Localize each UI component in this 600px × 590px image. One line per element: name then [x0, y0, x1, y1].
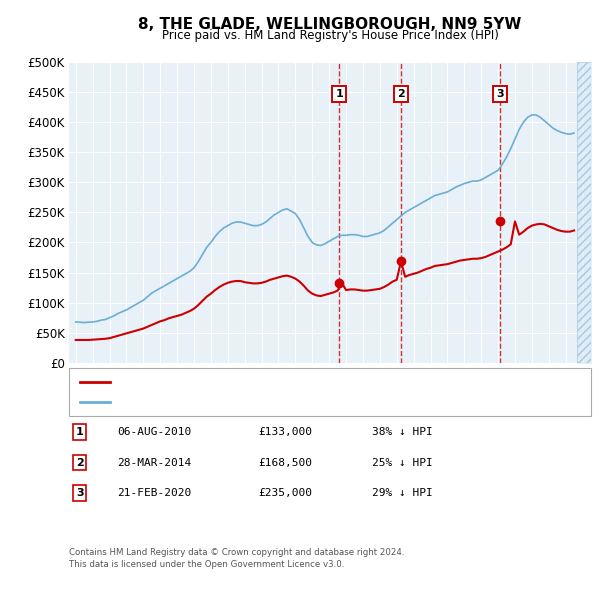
Text: 06-AUG-2010: 06-AUG-2010: [117, 427, 191, 437]
Text: 38% ↓ HPI: 38% ↓ HPI: [372, 427, 433, 437]
Text: This data is licensed under the Open Government Licence v3.0.: This data is licensed under the Open Gov…: [69, 560, 344, 569]
Text: 3: 3: [496, 89, 504, 99]
Text: 29% ↓ HPI: 29% ↓ HPI: [372, 489, 433, 498]
Text: 1: 1: [76, 427, 83, 437]
Text: £133,000: £133,000: [258, 427, 312, 437]
Text: 21-FEB-2020: 21-FEB-2020: [117, 489, 191, 498]
Text: Contains HM Land Registry data © Crown copyright and database right 2024.: Contains HM Land Registry data © Crown c…: [69, 548, 404, 557]
Text: 1: 1: [335, 89, 343, 99]
Text: 25% ↓ HPI: 25% ↓ HPI: [372, 458, 433, 467]
Text: 2: 2: [397, 89, 404, 99]
Text: 8, THE GLADE, WELLINGBOROUGH, NN9 5YW (detached house): 8, THE GLADE, WELLINGBOROUGH, NN9 5YW (d…: [115, 377, 462, 387]
Text: 8, THE GLADE, WELLINGBOROUGH, NN9 5YW: 8, THE GLADE, WELLINGBOROUGH, NN9 5YW: [139, 17, 521, 31]
Text: 2: 2: [76, 458, 83, 467]
Text: HPI: Average price, detached house, North Northamptonshire: HPI: Average price, detached house, Nort…: [115, 398, 451, 408]
Text: £168,500: £168,500: [258, 458, 312, 467]
Text: £235,000: £235,000: [258, 489, 312, 498]
Text: Price paid vs. HM Land Registry's House Price Index (HPI): Price paid vs. HM Land Registry's House …: [161, 30, 499, 42]
Text: 28-MAR-2014: 28-MAR-2014: [117, 458, 191, 467]
Text: 3: 3: [76, 489, 83, 498]
